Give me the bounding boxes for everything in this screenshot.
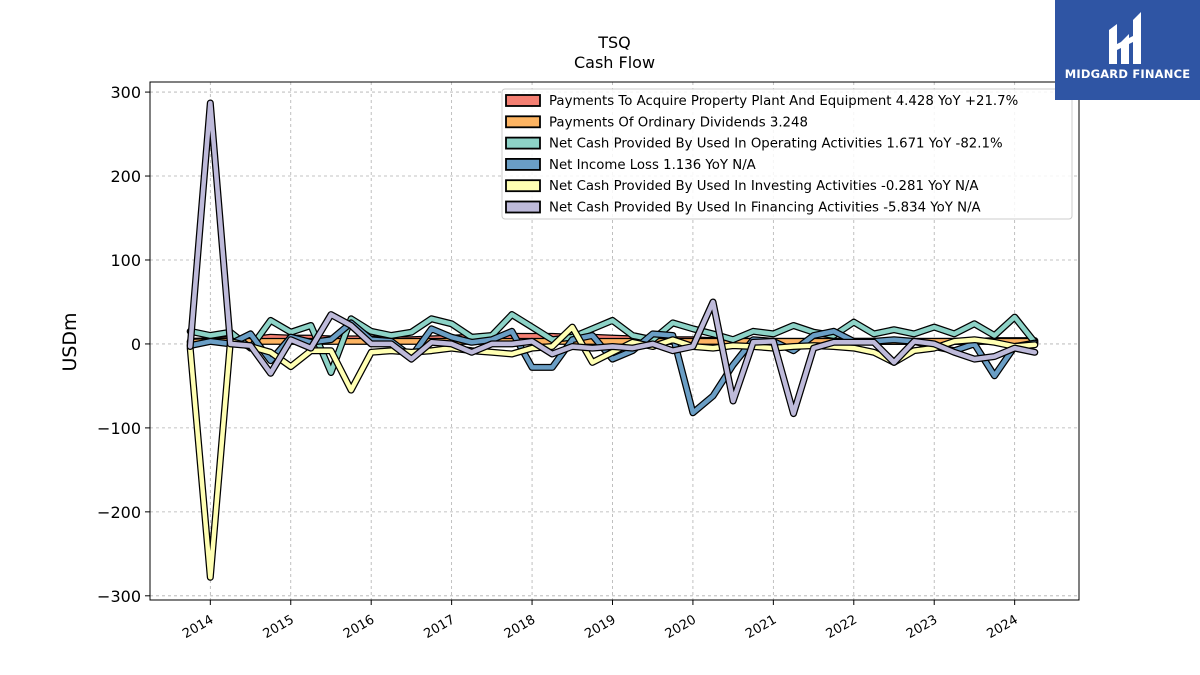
x-tick-label: 2016 — [341, 612, 377, 642]
x-tick-label: 2019 — [582, 612, 618, 642]
legend-swatch — [505, 157, 541, 171]
series-3 — [186, 311, 1039, 376]
chart-subtitle: Cash Flow — [574, 53, 655, 72]
x-tick-label: 2018 — [502, 612, 538, 642]
x-tick-label: 2017 — [421, 612, 457, 642]
series-line — [187, 100, 1038, 416]
legend-swatch — [505, 179, 541, 193]
x-tick-label: 2020 — [663, 612, 699, 642]
y-tick-label: 100 — [110, 251, 141, 270]
y-axis-label: USDm — [59, 312, 81, 371]
series-6 — [186, 99, 1039, 418]
legend-label: Net Cash Provided By Used In Financing A… — [549, 201, 981, 216]
y-tick-label: −200 — [97, 503, 141, 522]
midgard-finance-logo: MIDGARD FINANCE — [1055, 0, 1200, 100]
midgard-logo-icon — [1109, 12, 1141, 64]
x-tick-label: 2021 — [743, 612, 779, 642]
y-tick-label: −300 — [97, 587, 141, 606]
x-tick-label: 2023 — [904, 612, 940, 642]
logo-text: MIDGARD FINANCE — [1064, 67, 1191, 81]
y-tick-label: −100 — [97, 419, 141, 438]
x-tick-label: 2014 — [180, 612, 216, 642]
legend-swatch — [505, 94, 541, 107]
legend-label: Payments To Acquire Property Plant And E… — [549, 94, 1018, 109]
plot-frame — [149, 81, 1080, 601]
chart-series — [186, 99, 1039, 581]
chart-title: TSQ — [597, 33, 631, 52]
legend-swatch — [505, 200, 541, 214]
legend-label: Net Cash Provided By Used In Investing A… — [549, 179, 979, 194]
legend-label: Payments Of Ordinary Dividends 3.248 — [549, 115, 808, 130]
x-tick-label: 2022 — [824, 612, 860, 642]
x-tick-label: 2024 — [984, 612, 1020, 642]
legend-swatch — [505, 136, 541, 150]
y-tick-label: 200 — [110, 167, 141, 186]
x-tick-label: 2015 — [261, 612, 297, 642]
series-4 — [186, 319, 1039, 417]
legend-box — [501, 88, 1073, 220]
series-line — [187, 320, 1038, 416]
legend-label: Net Cash Provided By Used In Operating A… — [549, 137, 1003, 152]
y-tick-label: 300 — [110, 83, 141, 102]
legend-label: Net Income Loss 1.136 YoY N/A — [549, 158, 756, 173]
y-tick-label: 0 — [131, 335, 141, 354]
legend-swatch — [505, 115, 541, 129]
legend: Payments To Acquire Property Plant And E… — [501, 88, 1073, 220]
series-line — [187, 312, 1038, 375]
